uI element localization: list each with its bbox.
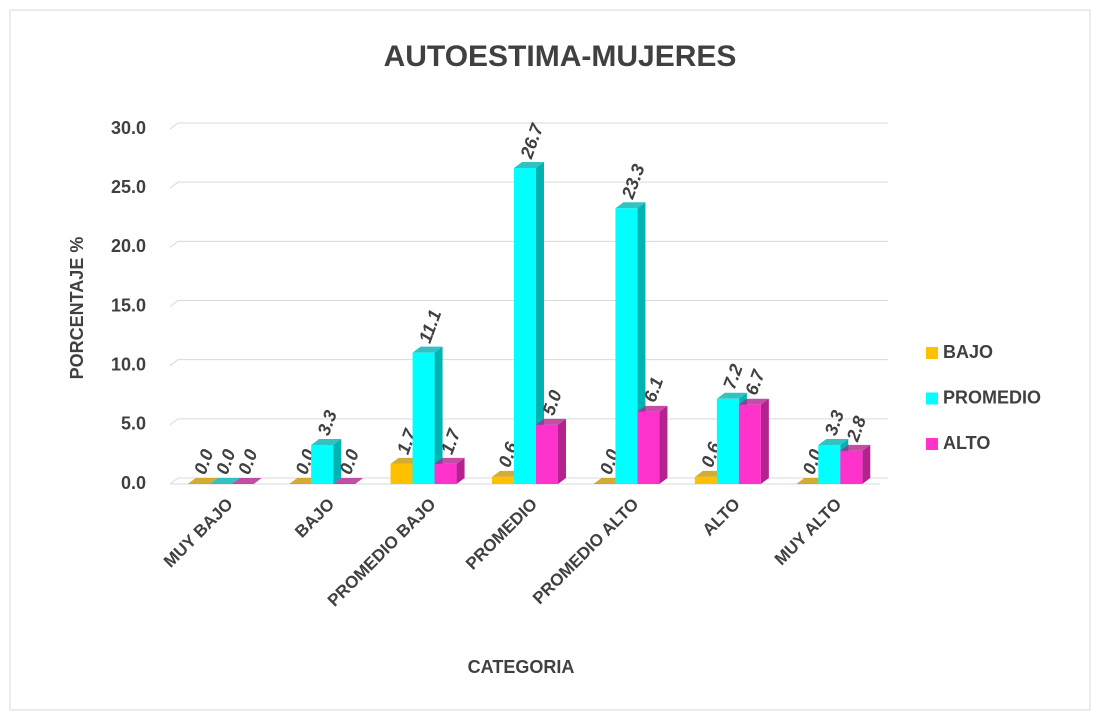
bar-side [456, 457, 465, 484]
bar [311, 444, 334, 484]
bar [637, 411, 660, 484]
bar-top [231, 478, 262, 484]
bar-side [434, 346, 443, 484]
grid-line [169, 359, 888, 367]
bar [536, 424, 558, 484]
grid-line [169, 240, 888, 248]
bar [492, 476, 514, 484]
bar-top [187, 478, 218, 484]
bar-side [536, 162, 544, 485]
bar [390, 463, 413, 484]
legend-label: PROMEDIO [943, 387, 1041, 407]
y-tick-label: 0.0 [121, 473, 146, 493]
bar-side [659, 405, 668, 484]
grid-line [169, 300, 888, 307]
bar-top [840, 444, 871, 451]
bar-top [615, 202, 646, 209]
bar [412, 352, 435, 484]
bar [738, 404, 761, 484]
bar-top [514, 162, 544, 169]
bar [615, 208, 638, 485]
bar-top [209, 478, 240, 484]
bar [818, 444, 841, 484]
y-tick-label: 5.0 [121, 414, 146, 434]
bar [840, 450, 863, 484]
grid-line [169, 181, 888, 189]
bar-top [412, 346, 443, 353]
y-tick-label: 30.0 [111, 118, 146, 138]
bar-side [760, 398, 769, 484]
bar-top [716, 392, 747, 399]
legend-label: BAJO [943, 342, 993, 362]
y-tick-label: 10.0 [111, 354, 146, 374]
bar-side [862, 444, 871, 484]
bar-top [536, 418, 566, 425]
bar-top [738, 398, 769, 405]
bar-top [637, 405, 668, 412]
x-axis-title: CATEGORIA [468, 657, 575, 677]
bar-top [311, 438, 342, 445]
bar [694, 476, 717, 484]
legend-swatch [926, 347, 938, 359]
grid-line [169, 122, 888, 130]
bar [514, 168, 536, 485]
y-tick-label: 20.0 [111, 236, 146, 256]
bar-top [333, 478, 364, 484]
y-tick-label: 25.0 [111, 177, 146, 197]
chart-title: AUTOESTIMA-MUJERES [384, 40, 737, 73]
legend-label: ALTO [943, 433, 990, 453]
y-axis-title: PORCENTAJE % [67, 237, 87, 380]
bar-top [818, 438, 849, 445]
legend-swatch [926, 438, 938, 450]
legend-swatch [926, 392, 938, 405]
bar-top [434, 457, 465, 464]
y-tick-label: 15.0 [111, 295, 146, 315]
bar-side [558, 418, 566, 484]
bar [434, 463, 457, 484]
bar [716, 398, 739, 484]
bar-side [333, 438, 342, 484]
